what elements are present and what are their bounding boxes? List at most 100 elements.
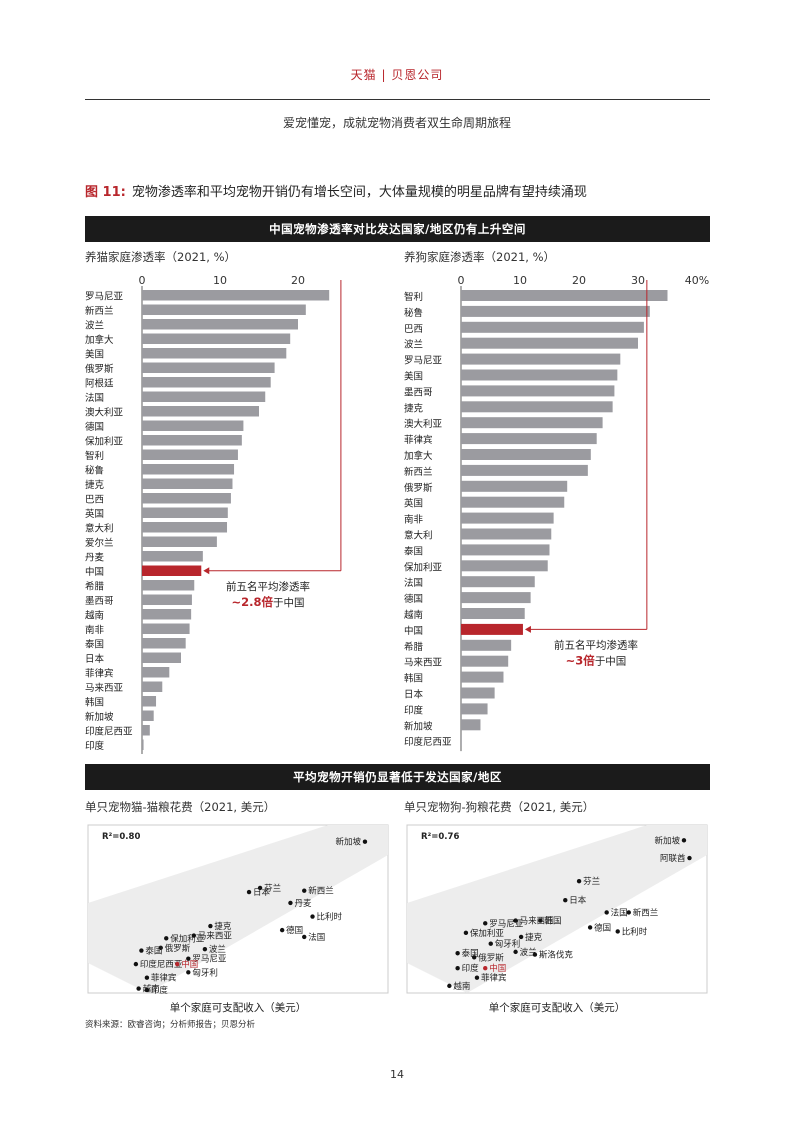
category-label: 希腊	[85, 581, 105, 593]
point-label: 俄罗斯	[165, 943, 191, 954]
annotation-multiple: ~3倍	[566, 653, 596, 667]
category-label: 意大利	[404, 530, 433, 542]
category-label: 加拿大	[85, 334, 114, 346]
data-point	[472, 955, 477, 960]
bar	[461, 544, 550, 556]
bar	[142, 348, 287, 359]
point-label: 法国	[308, 932, 325, 943]
point-label: 匈牙利	[192, 967, 218, 978]
trend-band	[88, 825, 388, 993]
point-label: 日本	[253, 887, 271, 898]
bar	[142, 304, 306, 315]
category-label: 巴西	[85, 495, 104, 506]
bar	[142, 594, 192, 605]
category-label: 菲律宾	[404, 434, 433, 446]
data-point	[186, 956, 191, 961]
bar	[142, 464, 235, 475]
cat-penetration-chart: 0102040%罗马尼亚新西兰波兰加拿大美国俄罗斯阿根廷法国澳大利亚德国保加利亚…	[85, 274, 342, 754]
point-label: 捷克	[525, 932, 543, 943]
category-label: 中国	[404, 625, 423, 637]
category-label: 波兰	[404, 339, 423, 351]
data-point	[139, 948, 144, 953]
category-label: 印度	[85, 740, 105, 752]
category-label: 泰国	[404, 545, 423, 557]
bar	[142, 667, 170, 678]
bar	[461, 290, 668, 301]
x-axis-label: 单个家庭可支配收入（美元）	[170, 1001, 307, 1014]
point-label: 德国	[286, 925, 303, 936]
data-point	[474, 975, 480, 980]
data-point	[626, 910, 631, 915]
bar	[142, 536, 217, 547]
category-label: 南非	[404, 514, 424, 526]
category-label: 阿根廷	[85, 378, 114, 390]
data-point	[186, 970, 191, 975]
data-point	[604, 910, 609, 915]
category-label: 日本	[404, 689, 424, 701]
bar	[461, 449, 591, 460]
category-label: 澳大利亚	[404, 418, 443, 430]
data-point-highlight	[483, 966, 488, 971]
point-label: 日本	[569, 895, 587, 906]
category-label: 新西兰	[404, 466, 433, 478]
category-label: 捷克	[85, 479, 105, 491]
category-label: 马来西亚	[85, 683, 124, 694]
bar	[142, 290, 330, 301]
header-subtitle: 爱宠懂宠，成就宠物消费者双生命周期旅程	[282, 116, 511, 130]
bar	[142, 406, 259, 417]
bar	[461, 464, 588, 476]
bar	[142, 623, 190, 634]
figure-title: 图 11: 宠物渗透率和平均宠物开销仍有增长空间，大体量规模的明星品牌有望持续涌现	[85, 181, 587, 200]
category-label: 印度尼西亚	[85, 726, 133, 738]
point-label: 芬兰	[583, 876, 600, 887]
data-point	[455, 951, 460, 956]
annotation-suffix: 于中国	[273, 596, 305, 609]
data-point-highlight	[175, 961, 180, 967]
point-label: 比利时	[622, 926, 648, 937]
dog-chart-title: 养狗家庭渗透率（2021, %）	[404, 250, 556, 264]
axis-tick-label: 40%	[685, 274, 709, 287]
category-label: 美国	[85, 349, 104, 361]
bar	[461, 719, 481, 731]
bar	[142, 493, 231, 504]
bar	[142, 739, 144, 750]
category-label: 秘鲁	[404, 307, 423, 319]
bar	[142, 652, 181, 663]
category-label: 英国	[85, 508, 104, 520]
bar	[461, 401, 613, 413]
bar	[461, 337, 638, 349]
category-label: 美国	[404, 371, 423, 383]
bar	[142, 638, 186, 649]
data-point	[576, 878, 582, 884]
data-point	[257, 885, 263, 891]
axis-tick-label: 0	[458, 274, 465, 287]
data-point	[455, 966, 460, 971]
bar	[461, 703, 488, 715]
category-label: 秘鲁	[85, 465, 104, 477]
data-point	[136, 986, 141, 991]
category-label: 德国	[404, 593, 423, 605]
header-divider	[85, 99, 710, 100]
annotation-ratio: ~2.8倍于中国	[231, 595, 304, 609]
category-label: 丹麦	[85, 552, 105, 564]
category-label: 智利	[85, 450, 104, 462]
point-label: 罗马尼亚	[489, 919, 524, 929]
point-label: 俄罗斯	[478, 952, 504, 963]
category-label: 印度尼西亚	[404, 736, 452, 748]
data-point	[587, 925, 593, 930]
bar	[461, 353, 621, 365]
category-label: 韩国	[85, 697, 104, 709]
data-point	[279, 927, 285, 933]
data-point	[687, 855, 692, 861]
data-point	[518, 934, 524, 940]
data-point	[302, 934, 307, 940]
category-label: 巴西	[404, 324, 423, 335]
bar	[142, 551, 203, 562]
category-label: 捷克	[404, 402, 424, 414]
point-label: 越南	[143, 984, 160, 995]
axis-tick-label: 0	[139, 274, 146, 287]
bar-highlight	[461, 623, 523, 635]
category-label: 英国	[404, 498, 423, 510]
data-point	[483, 921, 488, 926]
point-label: 越南	[453, 981, 470, 992]
